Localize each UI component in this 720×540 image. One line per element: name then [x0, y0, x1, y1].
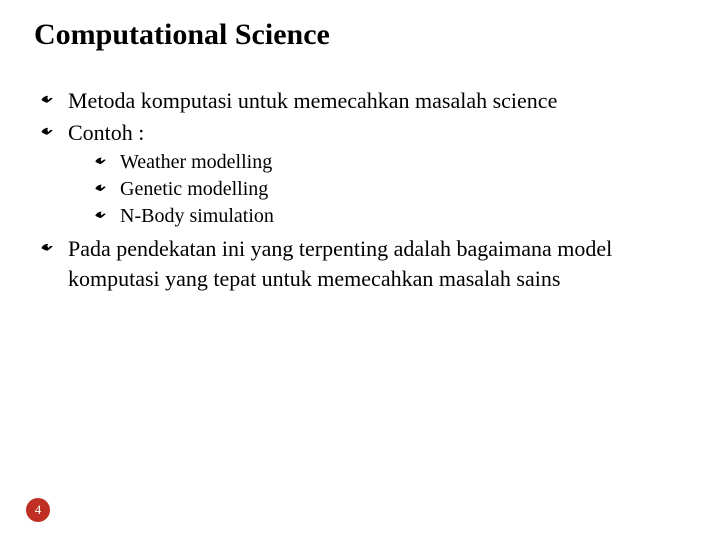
slide: Computational Science Metoda komputasi u…: [0, 0, 720, 540]
sub-bullet-item: Genetic modelling: [94, 176, 692, 203]
sub-bullet-item: N-Body simulation: [94, 203, 692, 230]
bullet-text: Metoda komputasi untuk memecahkan masala…: [68, 88, 557, 113]
bullet-text: Pada pendekatan ini yang terpenting adal…: [68, 236, 612, 291]
page-number-badge: 4: [26, 498, 50, 522]
bullet-text: Contoh :: [68, 120, 144, 145]
sub-bullet-text: Weather modelling: [120, 151, 272, 173]
bullet-item: Metoda komputasi untuk memecahkan masala…: [40, 86, 692, 116]
sub-bullet-item: Weather modelling: [94, 149, 692, 176]
sub-bullet-text: Genetic modelling: [120, 178, 268, 200]
bullet-item: Contoh : Weather modelling Genetic model…: [40, 118, 692, 231]
sub-bullet-text: N-Body simulation: [120, 205, 274, 227]
slide-title: Computational Science: [34, 18, 692, 52]
page-number: 4: [35, 502, 42, 518]
bullet-list: Metoda komputasi untuk memecahkan masala…: [34, 86, 692, 294]
sub-bullet-list: Weather modelling Genetic modelling N-Bo…: [68, 149, 692, 230]
bullet-item: Pada pendekatan ini yang terpenting adal…: [40, 234, 692, 293]
